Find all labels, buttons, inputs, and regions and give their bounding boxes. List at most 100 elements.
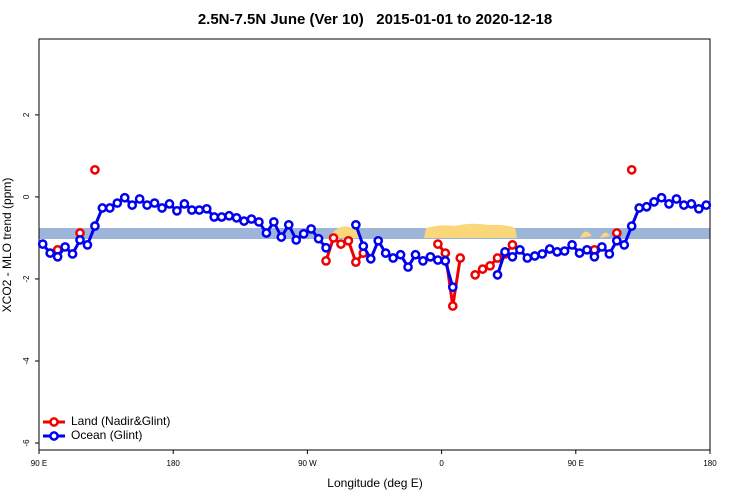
point — [97, 203, 108, 213]
point — [537, 249, 548, 259]
point — [671, 194, 682, 204]
point — [134, 194, 145, 204]
point — [388, 253, 398, 263]
x-axis-label: Longitude (deg E) — [327, 476, 422, 490]
point — [649, 196, 659, 207]
point — [194, 205, 205, 215]
point — [82, 240, 93, 250]
point — [186, 205, 197, 215]
point — [686, 199, 697, 209]
point — [254, 217, 264, 227]
point — [261, 228, 272, 238]
y-axis-label: XCO2 - MLO trend (ppm) — [0, 178, 14, 313]
point — [149, 198, 160, 208]
point — [52, 251, 63, 262]
point — [328, 233, 339, 243]
point — [492, 253, 503, 263]
point — [380, 248, 391, 258]
point — [90, 221, 100, 231]
point — [395, 249, 406, 260]
point — [626, 221, 637, 231]
x-tick-label: 180 — [167, 459, 181, 468]
x-tick-label: 180 — [703, 459, 717, 468]
land-patch — [424, 223, 517, 238]
point — [433, 239, 443, 249]
point — [418, 256, 428, 266]
point — [343, 235, 354, 246]
point — [336, 239, 346, 249]
point — [164, 199, 175, 209]
map-strip — [39, 228, 710, 239]
point — [500, 247, 510, 257]
chart-title: 2.5N-7.5N June (Ver 10) 2015-01-01 to 20… — [198, 11, 552, 28]
point — [37, 239, 48, 249]
point — [283, 219, 294, 230]
point — [679, 200, 689, 210]
point — [179, 199, 190, 209]
point — [321, 242, 331, 253]
point — [515, 244, 525, 255]
point — [209, 212, 220, 222]
point — [358, 241, 369, 251]
point — [298, 228, 309, 239]
y-tick-label: 2 — [22, 112, 31, 117]
point — [67, 249, 78, 259]
y-tick-label: -6 — [22, 439, 31, 447]
land-patch — [600, 232, 610, 238]
point — [224, 210, 234, 221]
point — [269, 217, 279, 227]
point — [75, 235, 85, 245]
point — [477, 264, 488, 274]
point — [119, 192, 130, 203]
point — [656, 192, 667, 203]
legend-marker — [49, 431, 59, 441]
point — [567, 240, 577, 250]
legend-marker — [49, 417, 59, 427]
point — [611, 235, 622, 246]
point — [529, 251, 540, 261]
point — [433, 255, 443, 265]
point — [522, 253, 533, 263]
point — [425, 251, 436, 262]
point — [664, 199, 674, 209]
x-tick-label: 90 E — [568, 459, 584, 468]
y-tick-label: -4 — [22, 357, 31, 365]
point — [492, 270, 503, 280]
point — [313, 233, 324, 244]
point — [574, 248, 585, 258]
point — [455, 253, 466, 263]
point — [239, 216, 249, 226]
land-patch — [580, 231, 592, 238]
point — [485, 260, 495, 271]
point — [403, 262, 413, 272]
point — [351, 219, 361, 230]
point — [447, 282, 458, 293]
point — [611, 228, 622, 238]
point — [231, 212, 242, 223]
x-tick-label: 90 E — [31, 459, 47, 468]
point — [693, 203, 704, 214]
point — [544, 244, 555, 254]
point — [112, 198, 123, 208]
x-tick-label: 90 W — [298, 459, 317, 468]
point — [246, 214, 257, 224]
point — [306, 224, 316, 234]
point — [440, 256, 451, 266]
legend-label: Ocean (Glint) — [71, 428, 142, 442]
point — [142, 200, 152, 210]
point — [276, 232, 287, 242]
point — [507, 240, 518, 250]
point — [470, 270, 480, 280]
x-tick-label: 0 — [439, 459, 444, 468]
point — [626, 164, 637, 175]
point — [440, 248, 451, 258]
point — [641, 201, 652, 212]
point — [365, 254, 376, 264]
point — [582, 244, 592, 255]
point — [172, 206, 182, 216]
point — [701, 200, 712, 210]
point — [351, 257, 361, 267]
point — [634, 203, 645, 213]
point — [104, 203, 115, 213]
